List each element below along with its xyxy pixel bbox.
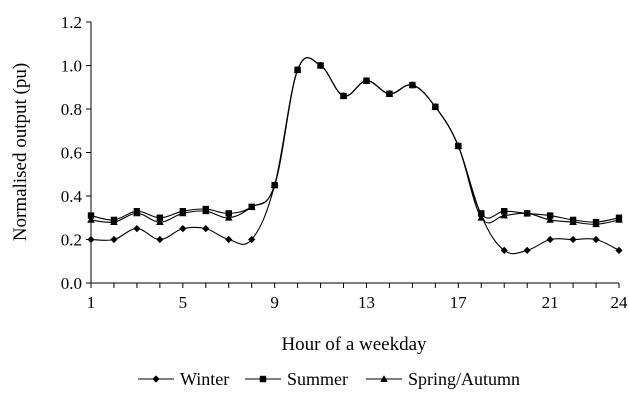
data-point-winter	[592, 235, 600, 244]
data-point-winter	[500, 246, 508, 254]
x-tick-label: 24	[611, 293, 629, 312]
series-layer	[87, 57, 623, 255]
data-point-spring-autumn	[156, 218, 164, 225]
data-point-spring-autumn	[316, 61, 325, 69]
x-tick-label: 13	[358, 293, 375, 312]
data-point-summer	[546, 212, 554, 219]
x-tick-label: 9	[270, 293, 279, 312]
data-point-spring-autumn	[477, 213, 486, 221]
series-winter	[87, 57, 623, 255]
y-axis-label: Normalised output (pu)	[10, 63, 31, 241]
data-point-winter	[523, 246, 531, 254]
x-tick-label: 17	[450, 293, 468, 312]
data-point-spring-autumn	[431, 103, 440, 110]
data-point-spring-autumn	[569, 218, 577, 225]
y-tick-label: 1.0	[61, 57, 82, 76]
data-point-spring-autumn	[293, 66, 302, 73]
legend-label: Spring/Autumn	[408, 369, 520, 389]
data-point-spring-autumn	[339, 92, 348, 99]
data-point-spring-autumn	[87, 216, 95, 223]
data-point-spring-autumn	[270, 181, 279, 188]
data-point-winter	[87, 235, 95, 244]
data-point-spring-autumn	[385, 89, 394, 97]
series-line-winter	[90, 57, 620, 255]
axes	[86, 21, 620, 288]
data-point-winter	[225, 235, 233, 244]
legend-item-winter: Winter	[138, 369, 229, 389]
data-point-spring-autumn	[523, 209, 531, 217]
data-point-spring-autumn	[592, 220, 600, 228]
data-point-spring-autumn	[408, 81, 417, 88]
data-point-winter	[110, 235, 118, 244]
y-tick-label: 0.4	[61, 187, 83, 206]
data-point-spring-autumn	[546, 216, 554, 223]
data-point-winter	[248, 235, 256, 244]
data-point-winter	[202, 225, 210, 233]
series-spring-autumn	[87, 57, 623, 228]
data-point-spring-autumn	[615, 216, 623, 223]
data-point-winter	[133, 225, 141, 233]
data-point-summer	[156, 214, 164, 221]
data-point-summer	[478, 210, 485, 217]
legend-label: Summer	[287, 369, 348, 389]
data-point-summer	[225, 210, 232, 217]
data-point-winter	[179, 225, 187, 233]
y-tick-label: 0.0	[61, 274, 82, 293]
data-point-winter	[546, 235, 554, 244]
legend: Winter Summer Spring/Autumn	[138, 369, 520, 389]
tick-labels: 0.0 0.2 0.4 0.6 0.8 1.0 1.2 1 5 9 13 17 21 24	[61, 13, 628, 312]
legend-item-spring-autumn: Spring/Autumn	[366, 369, 520, 389]
data-point-winter	[569, 235, 577, 244]
y-tick-label: 0.6	[61, 144, 82, 163]
legend-item-summer: Summer	[245, 369, 348, 389]
series-line-summer	[90, 57, 620, 223]
data-point-summer	[87, 212, 95, 219]
data-point-spring-autumn	[362, 76, 371, 84]
series-line-spring-autumn	[90, 57, 620, 225]
data-point-spring-autumn	[179, 209, 187, 217]
data-point-spring-autumn	[224, 213, 233, 221]
data-point-spring-autumn	[133, 209, 141, 217]
data-point-spring-autumn	[201, 207, 210, 215]
data-point-spring-autumn	[247, 203, 256, 210]
x-tick-label: 5	[179, 293, 188, 312]
y-tick-label: 1.2	[61, 13, 82, 32]
data-point-winter	[615, 246, 623, 254]
y-tick-label: 0.2	[61, 231, 82, 250]
legend-marker-summer	[259, 375, 267, 383]
x-tick-label: 21	[542, 293, 559, 312]
data-point-spring-autumn	[500, 211, 509, 219]
data-point-summer	[501, 208, 508, 215]
data-point-spring-autumn	[454, 142, 463, 149]
legend-marker-spring-autumn	[380, 375, 388, 382]
data-point-winter	[156, 235, 164, 244]
x-tick-label: 1	[87, 293, 96, 312]
data-point-spring-autumn	[110, 218, 118, 225]
y-tick-label: 0.8	[61, 100, 82, 119]
legend-label: Winter	[180, 369, 229, 389]
legend-marker-winter	[152, 375, 160, 383]
x-axis-label: Hour of a weekday	[281, 334, 427, 355]
series-summer	[87, 57, 623, 226]
